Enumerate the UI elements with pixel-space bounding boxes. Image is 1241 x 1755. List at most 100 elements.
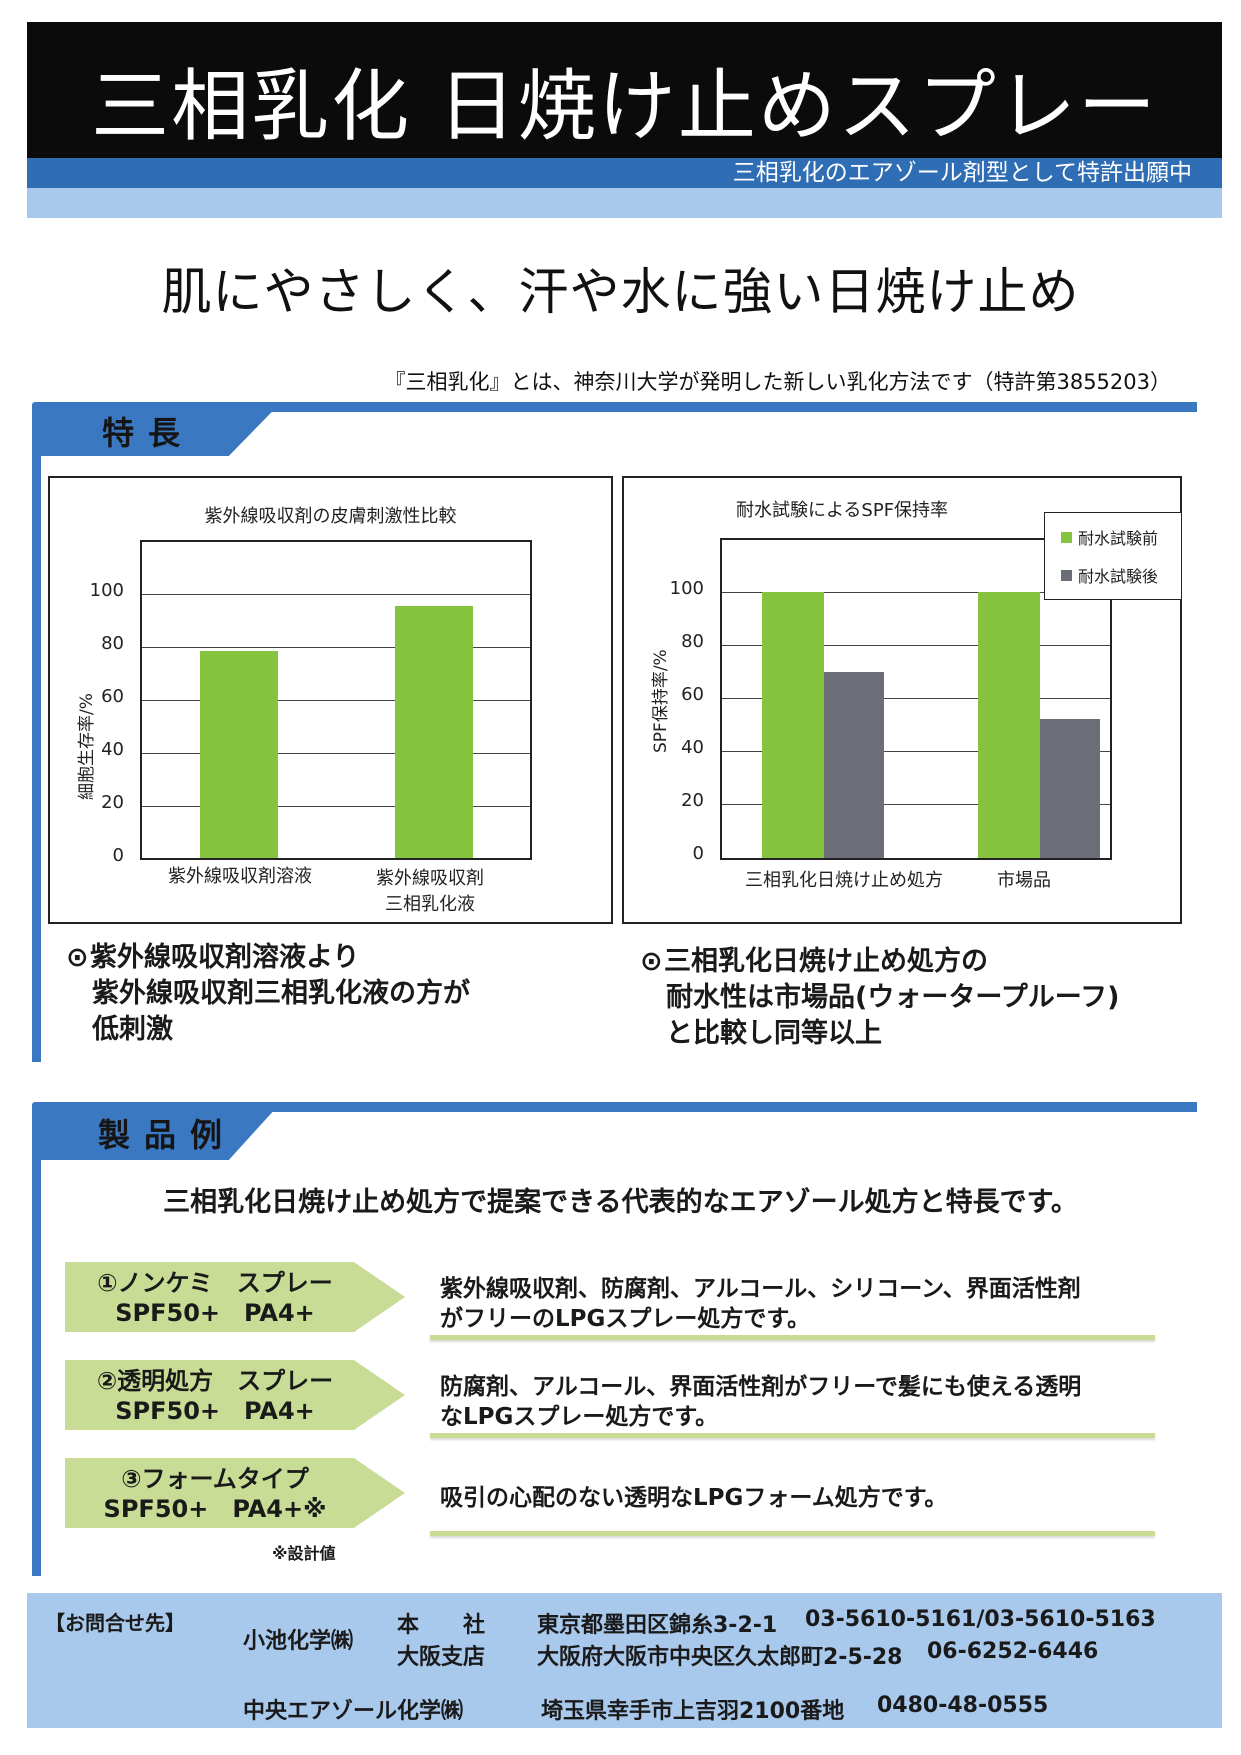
office-phone: 06-6252-6446 [927,1639,1099,1664]
product-underline [430,1433,1155,1438]
tagline: 肌にやさしく、汗や水に強い日焼け止め [161,263,1080,321]
section-tab [32,402,272,456]
page-title: 三相乳化 日焼け止めスプレー [91,62,1158,152]
ytick: 20 [101,792,124,813]
ytick: 60 [101,686,124,707]
product-desc-2: 防腐剤、アルコール、界面活性剤がフリーで髪にも使える透明 なLPGスプレー処方で… [440,1372,1180,1432]
product-name: ③フォームタイプ [121,1465,309,1493]
desc-line: 紫外線吸収剤、防腐剤、アルコール、シリコーン、界面活性剤 [440,1276,1081,1302]
section-side-rule [32,1146,41,1576]
product-tag-1: ①ノンケミ スプレー SPF50+ PA4+ [65,1262,405,1332]
products-intro: 三相乳化日焼け止め処方で提案できる代表的なエアゾール処方と特長です。 [163,1187,1078,1218]
bar-solution [200,651,278,858]
design-note: ※設計値 [272,1544,336,1563]
office-address: 大阪府大阪市中央区久太郎町2-5-28 [537,1645,903,1670]
company2-address: 埼玉県幸手市上吉羽2100番地 [541,1699,845,1724]
bar-three-phase-before [762,592,824,858]
product-spec: SPF50+ PA4+※ [103,1495,327,1523]
gridline-80 [142,647,530,648]
company2-phone: 0480-48-0555 [877,1693,1049,1718]
ytick: 0 [112,845,124,866]
conclusion-line: 紫外線吸収剤溶液より [90,942,360,973]
product-underline [430,1531,1155,1536]
x-label: 三相乳化日焼け止め処方 [745,870,943,891]
office-phone: 03-5610-5161/03-5610-5163 [805,1607,1156,1632]
contact-box: 【お問合せ先】 小池化学㈱ 本 社 東京都墨田区錦糸3-2-1 03-5610-… [27,1593,1222,1728]
ytick: 100 [669,578,704,599]
circle-dot-icon: ⊙ [66,942,89,973]
gridline-40 [142,753,530,754]
plot-area [140,540,532,860]
features-section: 特長 [32,402,1197,1062]
company-name-2: 中央エアゾール化学㈱ [243,1699,464,1724]
chart-title: 紫外線吸収剤の皮膚刺激性比較 [204,506,457,527]
gridline-40 [722,751,1110,752]
gridline-80 [722,645,1110,646]
desc-line: なLPGスプレー処方です。 [440,1404,719,1430]
conclusion-line: 紫外線吸収剤三相乳化液の方が [92,978,470,1009]
gridline-60 [142,700,530,701]
office-name: 本 社 [397,1613,486,1638]
bar-market-before [978,592,1040,858]
chart-skin-irritation: 紫外線吸収剤の皮膚刺激性比較 細胞生存率/% 100 80 60 40 20 0… [48,476,613,924]
circle-dot-icon: ⊙ [640,946,663,977]
section-label-features: 特長 [102,414,195,452]
conclusion-line: 三相乳化日焼け止め処方の [664,946,988,977]
chart-legend: 耐水試験前 耐水試験後 [1044,512,1182,600]
conclusion-right: ⊙三相乳化日焼け止め処方の 耐水性は市場品(ウォータープルーフ) と比較し同等以… [640,944,1119,1052]
chart-spf-retention: 耐水試験によるSPF保持率 SPF保持率/% 100 80 60 40 20 0… [622,476,1182,924]
gridline-100 [142,594,530,595]
product-name: ②透明処方 スプレー [96,1367,334,1395]
products-section: 製品例 [32,1102,1197,1576]
x-label: 紫外線吸収剤 三相乳化液 [376,868,484,915]
section-tab [32,1102,272,1160]
section-side-rule [32,442,41,1062]
x-label: 市場品 [997,870,1051,891]
conclusion-left: ⊙紫外線吸収剤溶液より 紫外線吸収剤三相乳化液の方が 低刺激 [66,940,470,1048]
company-name-1: 小池化学㈱ [243,1629,354,1654]
ytick: 80 [681,631,704,652]
ytick: 40 [101,739,124,760]
conclusion-line: 耐水性は市場品(ウォータープルーフ) [666,982,1120,1013]
bar-market-after [1040,719,1100,858]
contact-label: 【お問合せ先】 [45,1611,185,1635]
ytick: 0 [692,843,704,864]
desc-line: 吸引の心配のない透明なLPGフォーム処方です。 [440,1485,948,1511]
product-tag-3: ③フォームタイプ SPF50+ PA4+※ [65,1458,405,1528]
conclusion-line: と比較し同等以上 [666,1018,882,1049]
legend-swatch-gray [1061,569,1072,581]
ytick: 40 [681,737,704,758]
chart-title: 耐水試験によるSPF保持率 [735,500,949,521]
legend-label: 耐水試験後 [1078,567,1159,586]
product-tag-2: ②透明処方 スプレー SPF50+ PA4+ [65,1360,405,1430]
legend-label: 耐水試験前 [1078,529,1159,548]
desc-line: がフリーのLPGスプレー処方です。 [440,1306,811,1332]
product-desc-3: 吸引の心配のない透明なLPGフォーム処方です。 [440,1483,1180,1513]
conclusion-line: 低刺激 [92,1014,173,1045]
header-accent-bar [27,188,1222,218]
gridline-100 [722,592,1110,593]
office-address: 東京都墨田区錦糸3-2-1 [537,1613,778,1638]
legend-swatch-green [1061,531,1072,543]
ytick: 80 [101,633,124,654]
bar-three-phase-after [824,672,884,858]
desc-line: 防腐剤、アルコール、界面活性剤がフリーで髪にも使える透明 [440,1374,1082,1400]
header-subtitle: 三相乳化のエアゾール剤型として特許出願中 [732,160,1192,186]
legend-item-before: 耐水試験前 [1061,525,1158,549]
section-label-products: 製品例 [98,1116,237,1154]
section-rule [32,402,1197,412]
product-desc-1: 紫外線吸収剤、防腐剤、アルコール、シリコーン、界面活性剤 がフリーのLPGスプレ… [440,1274,1180,1334]
legend-item-after: 耐水試験後 [1061,563,1158,587]
bar-three-phase-emulsion [395,606,473,858]
ytick: 60 [681,684,704,705]
product-spec: SPF50+ PA4+ [115,1397,315,1425]
product-name: ①ノンケミ スプレー [97,1269,333,1297]
gridline-60 [722,698,1110,699]
x-label: 紫外線吸収剤溶液 [168,866,312,887]
gridline-20 [142,806,530,807]
gridline-20 [722,804,1110,805]
section-rule [32,1102,1197,1112]
header-banner: 三相乳化 日焼け止めスプレー [27,22,1222,162]
product-spec: SPF50+ PA4+ [115,1299,315,1327]
ytick: 100 [89,580,124,601]
